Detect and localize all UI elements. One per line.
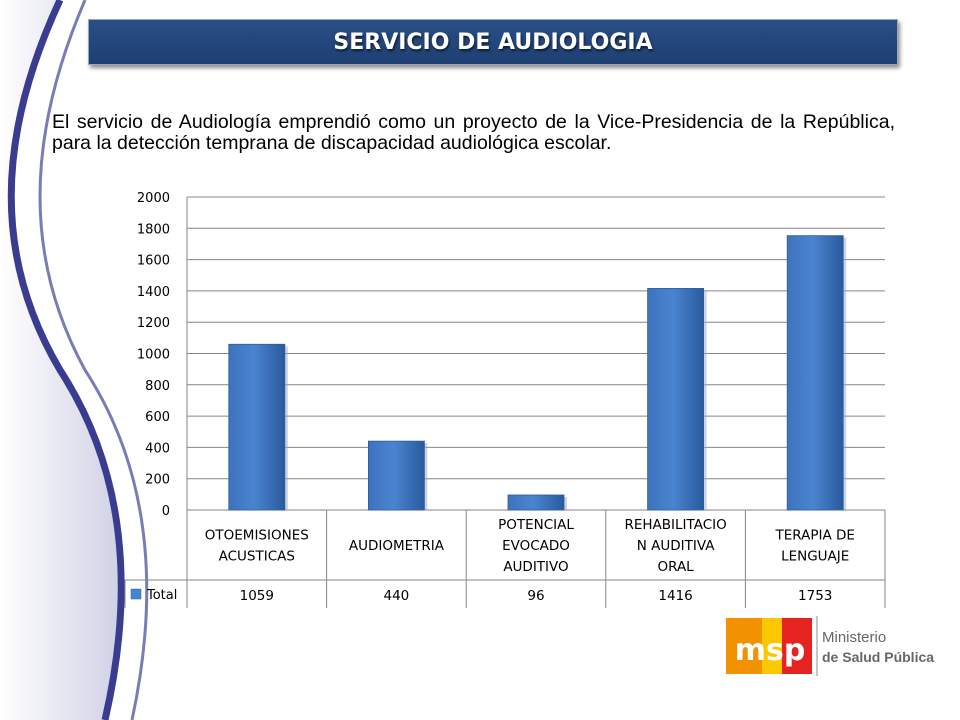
data-value-label: 96 xyxy=(527,588,544,604)
category-label: AUDITIVO xyxy=(503,559,568,575)
y-tick-label: 600 xyxy=(145,410,170,425)
decorative-swoosh xyxy=(0,0,149,720)
page-title: SERVICIO DE AUDIOLOGIA xyxy=(333,29,653,55)
category-label: ACUSTICAS xyxy=(219,549,295,565)
y-tick-label: 0 xyxy=(162,504,170,519)
category-label: LENGUAJE xyxy=(781,549,849,565)
bar xyxy=(786,235,844,511)
y-tick-label: 1000 xyxy=(137,348,170,363)
category-label: REHABILITACIO xyxy=(624,517,726,533)
logo-block-red xyxy=(782,618,812,674)
data-value-label: 440 xyxy=(384,588,410,604)
bar xyxy=(228,343,286,511)
logo-text-line2: de Salud Pública xyxy=(822,649,934,665)
y-tick-label: 1200 xyxy=(137,316,170,331)
category-label: OTOEMISIONES xyxy=(205,528,309,544)
legend-label: Total xyxy=(146,588,177,603)
logo-block-yellow xyxy=(762,618,782,674)
y-tick-label: 1400 xyxy=(137,285,170,300)
category-label: POTENCIAL xyxy=(498,517,574,533)
legend-swatch xyxy=(130,588,142,600)
logo-text-line1: Ministerio xyxy=(822,629,886,646)
data-value-label: 1416 xyxy=(658,588,692,604)
logo-block-orange xyxy=(726,618,762,674)
bar xyxy=(647,287,704,511)
y-tick-label: 800 xyxy=(145,379,170,394)
title-banner: SERVICIO DE AUDIOLOGIA xyxy=(88,19,898,65)
category-label: EVOCADO xyxy=(502,538,570,554)
y-tick-label: 1800 xyxy=(137,222,170,237)
y-tick-label: 200 xyxy=(145,473,170,488)
bar xyxy=(507,494,565,511)
category-label: ORAL xyxy=(657,559,694,575)
intro-paragraph: El servicio de Audiología emprendió como… xyxy=(52,111,895,154)
y-tick-label: 2000 xyxy=(137,191,170,206)
y-tick-label: 1600 xyxy=(137,254,170,269)
bar xyxy=(367,440,425,511)
y-tick-label: 400 xyxy=(145,441,170,456)
data-value-label: 1753 xyxy=(798,588,832,604)
category-label: AUDIOMETRIA xyxy=(349,538,445,554)
logo-mark-text: msp xyxy=(735,633,806,668)
data-value-label: 1059 xyxy=(240,588,274,604)
msp-logo: msp Ministerio de Salud Pública xyxy=(726,616,934,676)
category-label: N AUDITIVA xyxy=(637,538,715,554)
category-label: TERAPIA DE xyxy=(774,528,854,544)
